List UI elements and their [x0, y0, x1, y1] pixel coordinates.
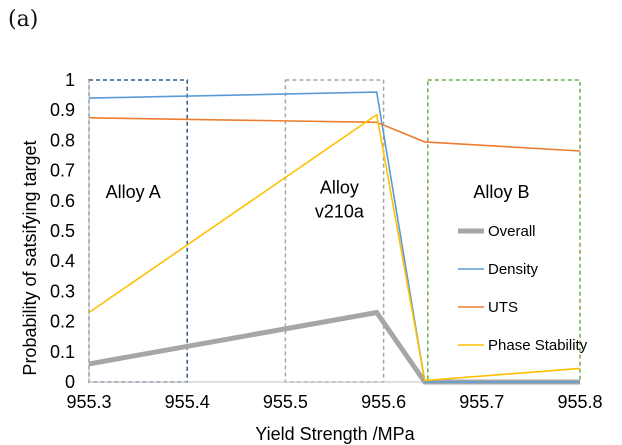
y-tick-label: 0.9	[50, 100, 75, 120]
y-tick-label: 0.4	[50, 251, 75, 271]
y-tick-label: 0.5	[50, 221, 75, 241]
x-tick-label: 955.7	[459, 392, 504, 412]
region-box-0	[88, 79, 188, 383]
y-tick-label: 0.1	[50, 342, 75, 362]
series-line-uts	[88, 117, 581, 152]
y-tick-labels: 0 0.1 0.2 0.3 0.4 0.5 0.6 0.7 0.8 0.9 1	[50, 70, 75, 392]
region-annotation-line: Alloy B	[473, 182, 529, 202]
x-tick-label: 955.6	[361, 392, 406, 412]
x-tick-label: 955.5	[263, 392, 308, 412]
legend-entry: Density	[488, 261, 539, 278]
legend: Overall Density UTS Phase Stability	[458, 223, 588, 354]
x-axis-label: Yield Strength /MPa	[255, 424, 415, 444]
y-tick-label: 1	[65, 70, 75, 90]
region-box-1	[284, 79, 385, 383]
y-tick-label: 0.8	[50, 130, 75, 150]
x-tick-label: 955.3	[66, 392, 111, 412]
y-tick-label: 0.2	[50, 312, 75, 332]
region-annotations: Alloy A Alloy v210a Alloy B	[106, 177, 530, 221]
region-annotation-line: Alloy	[320, 177, 359, 197]
y-axis-label: Probability of satsifying target	[20, 140, 40, 375]
series-lines	[88, 91, 581, 385]
y-tick-label: 0.7	[50, 161, 75, 181]
region-annotation-0: Alloy A	[106, 182, 161, 202]
panel-label: (a)	[8, 7, 38, 32]
series-line-density	[88, 91, 580, 383]
legend-entry: UTS	[488, 299, 518, 316]
region-box-2	[427, 79, 581, 383]
x-tick-labels: 955.3 955.4 955.5 955.6 955.7 955.8	[66, 392, 602, 412]
x-tick-label: 955.4	[165, 392, 210, 412]
region-annotation-2: Alloy B	[473, 182, 529, 202]
y-tick-label: 0.6	[50, 191, 75, 211]
y-tick-label: 0	[65, 372, 75, 392]
legend-entry: Overall	[488, 223, 536, 240]
y-tick-label: 0.3	[50, 281, 75, 301]
region-annotation-1: Alloy v210a	[315, 177, 365, 221]
series-line-phase-stability	[88, 113, 581, 382]
x-tick-label: 955.8	[557, 392, 602, 412]
legend-entry: Phase Stability	[488, 337, 588, 354]
region-annotation-line: v210a	[315, 201, 365, 221]
region-annotation-line: Alloy A	[106, 182, 161, 202]
